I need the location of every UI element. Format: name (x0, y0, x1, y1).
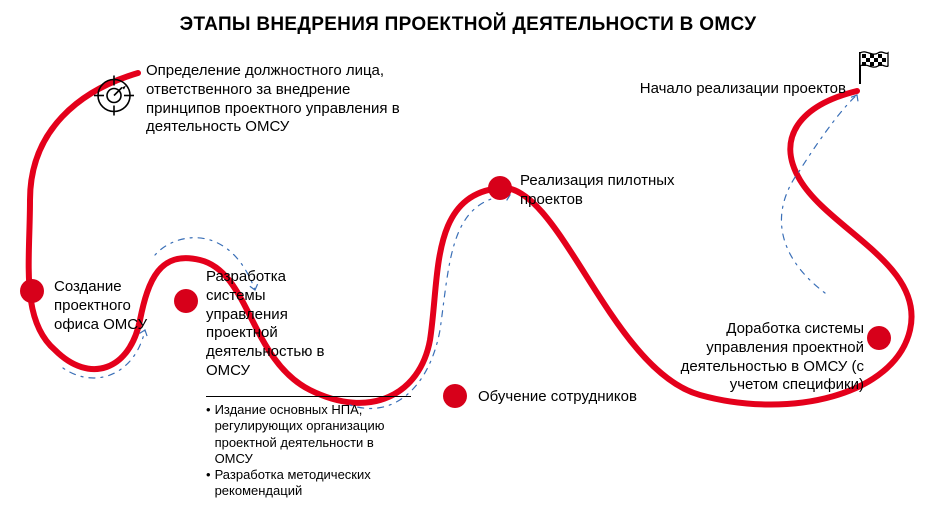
stage-label-n4: Реализация пилотных проектов (520, 172, 680, 210)
stage-dot-n4 (488, 176, 512, 200)
checkered-flag-icon (852, 46, 892, 91)
stage-label-n5: Обучение сотрудников (478, 388, 678, 407)
footnote-divider (206, 396, 411, 397)
stage-dot-n6 (867, 326, 891, 350)
stage-dot-n3 (174, 289, 198, 313)
stage-label-n1: Определение должностного лица, ответстве… (146, 62, 406, 137)
stage-label-n3: Разработка системы управления проектной … (206, 268, 336, 381)
stage-label-n2: Создание проектного офиса ОМСУ (54, 278, 164, 334)
stage-dot-n5 (443, 384, 467, 408)
stage-dot-n2 (20, 279, 44, 303)
stage-label-n6: Доработка системы управления проектной д… (674, 320, 864, 395)
footnote-item: Издание основных НПА, регулирующих орган… (206, 402, 411, 467)
diagram-stage: ЭТАПЫ ВНЕДРЕНИЯ ПРОЕКТНОЙ ДЕЯТЕЛЬНОСТИ В… (0, 0, 936, 516)
stage-label-n7: Начало реализации проектов (626, 80, 846, 99)
footnote: Издание основных НПА, регулирующих орган… (206, 402, 411, 500)
diagram-title: ЭТАПЫ ВНЕДРЕНИЯ ПРОЕКТНОЙ ДЕЯТЕЛЬНОСТИ В… (0, 14, 936, 36)
footnote-item: Разработка методических рекомендаций (206, 467, 411, 500)
target-icon (92, 74, 136, 123)
paths-layer (0, 0, 936, 516)
